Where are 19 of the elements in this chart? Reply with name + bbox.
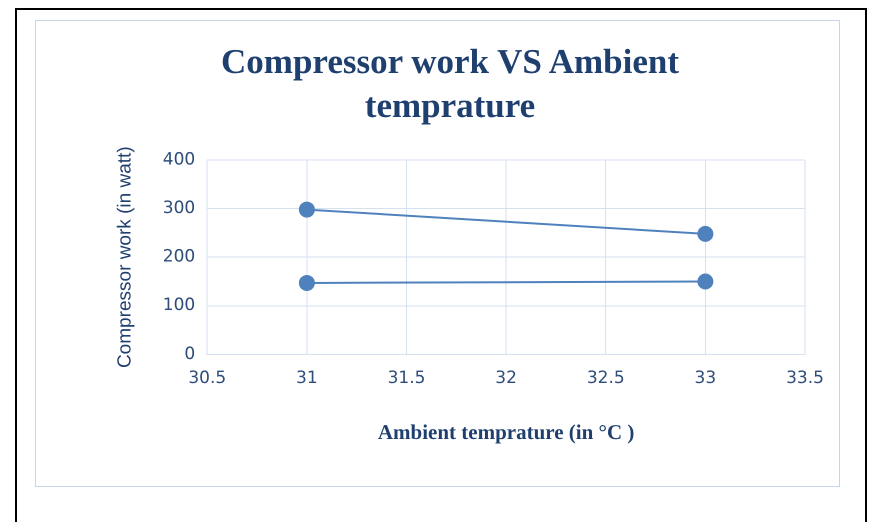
x-tick-label: 33	[694, 368, 716, 388]
y-tick-label: 200	[162, 246, 196, 267]
x-tick-label: 31	[296, 368, 318, 388]
point	[697, 226, 714, 242]
x-tick-label: 30.5	[188, 368, 226, 388]
x-axis-title: Ambient temprature (in °C )	[378, 420, 634, 444]
x-tick-label: 32	[495, 368, 517, 388]
y-tick-label: 100	[162, 295, 196, 316]
y-axis-title: Compressor work (in watt)	[114, 146, 136, 368]
y-tick-label: 400	[162, 149, 196, 170]
y-tick-label: 0	[184, 344, 196, 364]
point	[298, 202, 315, 218]
x-tick-label: 32.5	[586, 368, 625, 388]
chart-title: Compressor work VS Ambient temprature	[220, 41, 680, 127]
y-tick-label: 300	[162, 198, 196, 218]
x-tick-label: 31.5	[388, 368, 426, 388]
point	[697, 274, 714, 290]
x-tick-label: 33.5	[786, 368, 824, 388]
point	[298, 274, 315, 291]
